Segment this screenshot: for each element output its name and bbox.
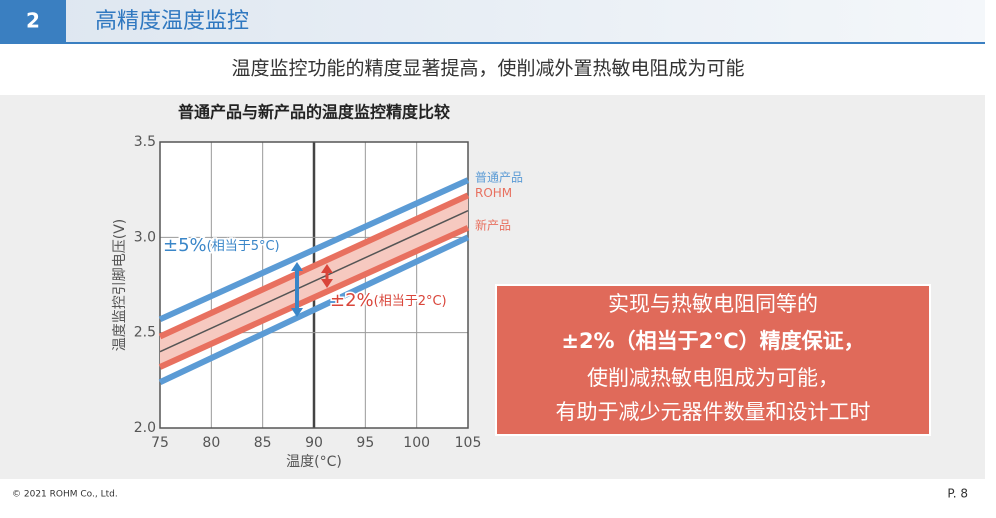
legend-label: ROHM bbox=[475, 186, 512, 200]
callout-line: 使削减热敏电阻成为可能， bbox=[587, 366, 839, 390]
header-number: 2 bbox=[26, 9, 40, 33]
legend-label: 普通产品 bbox=[475, 171, 523, 185]
callout-line: ±2%（相当于2℃）精度保证， bbox=[561, 329, 864, 353]
x-tick-label: 85 bbox=[254, 435, 272, 451]
y-tick-label: 2.5 bbox=[134, 325, 156, 341]
callout-line: 实现与热敏电阻同等的 bbox=[608, 292, 818, 316]
series-line bbox=[158, 234, 470, 385]
annotation-note: (相当于5°C) bbox=[207, 239, 280, 254]
copyright: © 2021 ROHM Co., Ltd. bbox=[12, 490, 118, 500]
plot-border bbox=[159, 141, 469, 429]
annotation-value: ±2% bbox=[330, 290, 374, 311]
subtitle: 温度监控功能的精度显著提高，使削减外置热敏电阻成为可能 bbox=[231, 58, 744, 80]
arrow-head bbox=[291, 308, 303, 317]
x-tick-label: 95 bbox=[356, 435, 374, 451]
x-tick-label: 75 bbox=[151, 435, 169, 451]
y-tick-label: 3.0 bbox=[134, 229, 156, 245]
series-line bbox=[158, 225, 470, 370]
arrow-head bbox=[321, 264, 333, 273]
legend-label: 新产品 bbox=[475, 217, 511, 232]
header-number-box bbox=[0, 0, 66, 42]
series-line bbox=[158, 177, 470, 323]
series-line bbox=[158, 192, 470, 340]
y-axis-label: 温度监控引脚电压(V) bbox=[112, 219, 128, 352]
header-title: 高精度温度监控 bbox=[95, 9, 249, 34]
x-tick-label: 105 bbox=[455, 435, 482, 451]
x-tick-label: 100 bbox=[403, 435, 430, 451]
chart-title: 普通产品与新产品的温度监控精度比较 bbox=[178, 103, 450, 122]
x-tick-label: 80 bbox=[202, 435, 220, 451]
x-tick-label: 90 bbox=[305, 435, 323, 451]
arrow-head bbox=[321, 279, 333, 288]
header-bar bbox=[0, 0, 985, 42]
arrow-head bbox=[291, 262, 303, 271]
annotation: ±5%(相当于5°C) bbox=[163, 235, 280, 256]
callout-line: 有助于减少元器件数量和设计工时 bbox=[556, 400, 871, 424]
page-number: P. 8 bbox=[947, 487, 968, 501]
series-line bbox=[159, 209, 469, 353]
y-tick-label: 2.0 bbox=[134, 420, 156, 436]
annotation-note: (相当于2°C) bbox=[374, 294, 447, 309]
annotation-value: ±5% bbox=[163, 235, 207, 256]
annotation: ±2%(相当于2°C) bbox=[330, 290, 447, 311]
y-tick-label: 3.5 bbox=[134, 134, 156, 150]
x-axis-label: 温度(°C) bbox=[286, 454, 342, 470]
callout-box bbox=[495, 284, 931, 436]
